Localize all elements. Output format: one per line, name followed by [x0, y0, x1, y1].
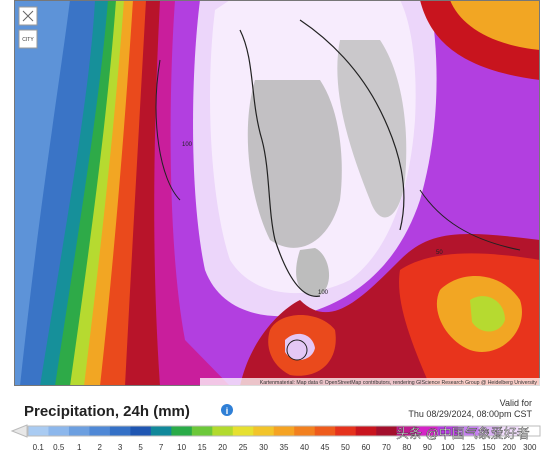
legend-swatch [294, 426, 316, 436]
legend-tick-label: 90 [423, 443, 432, 452]
legend-tick-label: 40 [300, 443, 309, 452]
legend-swatch [437, 426, 459, 436]
legend-tick-label: 10 [177, 443, 186, 452]
legend-tick-label: 0.5 [53, 443, 65, 452]
legend-swatch [519, 426, 541, 436]
legend-title: Precipitation, 24h (mm) [24, 403, 190, 420]
city-toggle[interactable] [18, 29, 38, 49]
attribution: Kartenmaterial: Map data © OpenStreetMap… [260, 379, 538, 386]
legend-swatch [150, 426, 172, 436]
legend-tick-label: 100 [441, 443, 455, 452]
legend-swatch [273, 426, 295, 436]
legend-swatch [314, 426, 336, 436]
legend-swatch [458, 426, 479, 436]
legend-swatch [109, 426, 131, 436]
legend-tick-label: 5 [138, 443, 143, 452]
zoom-icon [22, 10, 34, 22]
legend-border [27, 425, 541, 437]
city-toggle-label: CITY [22, 37, 34, 43]
legend-tick-label: 20 [218, 443, 227, 452]
legend-swatch [355, 426, 377, 436]
legend-tick-label: 30 [259, 443, 268, 452]
legend-swatch [499, 426, 520, 436]
legend-tick-label: 80 [402, 443, 411, 452]
legend-swatch [212, 426, 234, 436]
legend-swatch [191, 426, 213, 436]
legend-swatch [171, 426, 193, 436]
legend-tick-label: 70 [382, 443, 391, 452]
legend-tick-label: 150 [482, 443, 496, 452]
contour-label: 100 [182, 142, 193, 148]
contour-label: 50 [436, 250, 443, 256]
legend-swatch [68, 426, 90, 436]
legend-arrow [10, 424, 28, 438]
legend-tick-label: 0.1 [33, 443, 45, 452]
legend-swatch [376, 426, 397, 436]
legend-tick-label: 25 [239, 443, 248, 452]
legend-swatch [417, 426, 438, 436]
legend-swatch [478, 426, 500, 436]
legend-swatch [232, 426, 254, 436]
legend-tick-label: 50 [341, 443, 350, 452]
legend-tick-label: 45 [321, 443, 330, 452]
attribution-bg [200, 378, 540, 386]
legend-tick-label: 1 [77, 443, 82, 452]
info-button[interactable] [221, 404, 233, 416]
contour-label: 100 [318, 290, 329, 296]
legend-tick-label: 125 [462, 443, 476, 452]
legend-scale: 0.1 0.5 1 2 3 5 7 10 15 20 25 30 35 40 45 50 60 70 80 90 100… [27, 425, 541, 452]
legend-tick-label: 200 [503, 443, 517, 452]
legend-tick-label: 7 [159, 443, 164, 452]
legend-swatch [335, 426, 356, 436]
legend-swatch [130, 426, 152, 436]
legend-swatch [48, 426, 70, 436]
info-icon: i [226, 406, 229, 416]
legend-tick-label: 2 [97, 443, 102, 452]
precipitation-map [14, 0, 540, 386]
legend-tick-label: 35 [280, 443, 289, 452]
valid-label: Valid for [500, 398, 532, 408]
legend-tick-label: 3 [118, 443, 123, 452]
legend-tick-label: 15 [198, 443, 207, 452]
legend-swatch [253, 426, 275, 436]
watermark: 头条 @中国气象爱好者 [396, 426, 530, 441]
valid-time: Thu 08/29/2024, 08:00pm CST [408, 409, 532, 419]
legend-swatch [396, 426, 418, 436]
legend-swatch [28, 426, 49, 436]
legend-tick-label: 300 [523, 443, 537, 452]
legend-tick-label: 60 [361, 443, 370, 452]
legend-swatch [89, 426, 111, 436]
